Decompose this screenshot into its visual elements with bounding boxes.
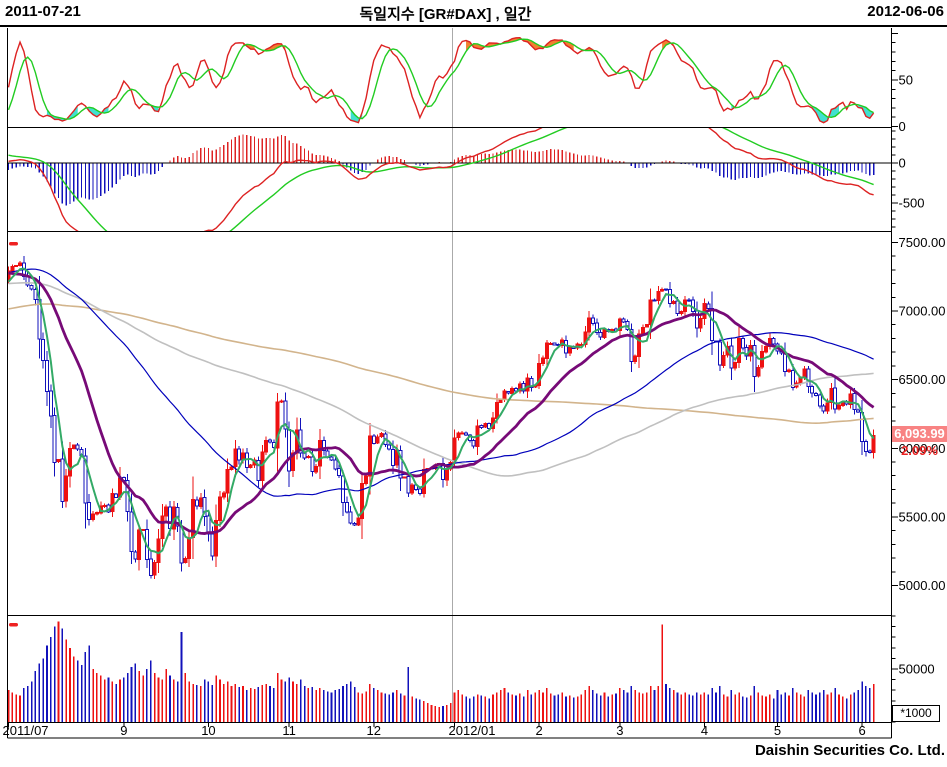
right-axis-ticks — [891, 32, 898, 723]
stochastic-extreme-fills — [46, 37, 874, 123]
x-tick-label: 4 — [701, 723, 708, 738]
panel-collapse-marker[interactable] — [9, 242, 18, 246]
macd-axis-label: -500 — [899, 196, 925, 211]
x-tick-label: 3 — [616, 723, 623, 738]
macd-axis-label: 0 — [899, 156, 906, 171]
x-tick-label: 5 — [774, 723, 781, 738]
change-percent: 2.09% — [901, 443, 938, 458]
price-axis-label: 6000.00 — [899, 441, 946, 456]
price-axis-label: 5500.00 — [899, 509, 946, 524]
broker-brand: Daishin Securities Co. Ltd. — [754, 742, 945, 759]
chart-start-date: 2011-07-21 — [5, 3, 81, 20]
x-tick-label: 2 — [535, 723, 542, 738]
price-axis-label: 7000.00 — [899, 304, 946, 319]
price-axis-label: 5000.00 — [899, 578, 946, 593]
header-divider — [0, 25, 947, 27]
x-tick-label: 2011/07 — [3, 723, 49, 738]
x-tick-label: 9 — [120, 723, 127, 738]
chart-title: 독일지수 [GR#DAX] , 일간 — [359, 6, 532, 23]
x-axis-labels: 2011/07 9 10 11 12 2012/01 2 3 4 5 6 — [3, 723, 866, 738]
x-tick-label: 12 — [367, 723, 381, 738]
candlestick-series — [8, 255, 876, 580]
stoch-axis-label: 50 — [899, 72, 913, 87]
price-axis-label: 6500.00 — [899, 372, 946, 387]
right-axis-labels: 50 0 0 -500 7500.00 7000.00 6500.00 6000.00 5500… — [899, 72, 946, 676]
volume-axis-label: 50000 — [899, 662, 935, 677]
panel-frame — [7, 28, 892, 739]
x-tick-label: 2012/01 — [449, 723, 496, 738]
x-tick-label: 6 — [858, 723, 865, 738]
price-axis-label: 7500.00 — [899, 235, 946, 250]
macd-histogram — [8, 134, 875, 206]
moving-average-lines — [8, 267, 875, 555]
macd-lines — [8, 128, 874, 231]
panel-collapse-marker[interactable] — [9, 623, 18, 627]
last-price-tag: 6,093.99 — [892, 426, 947, 442]
volume-unit-box: *1000 — [892, 705, 940, 722]
x-tick-label: 10 — [201, 723, 215, 738]
chart-end-date: 2012-06-06 — [867, 3, 944, 20]
volume-bars — [8, 621, 875, 722]
stochastic-lines — [8, 37, 875, 124]
x-tick-label: 11 — [282, 723, 296, 738]
stoch-axis-label: 0 — [899, 119, 906, 134]
